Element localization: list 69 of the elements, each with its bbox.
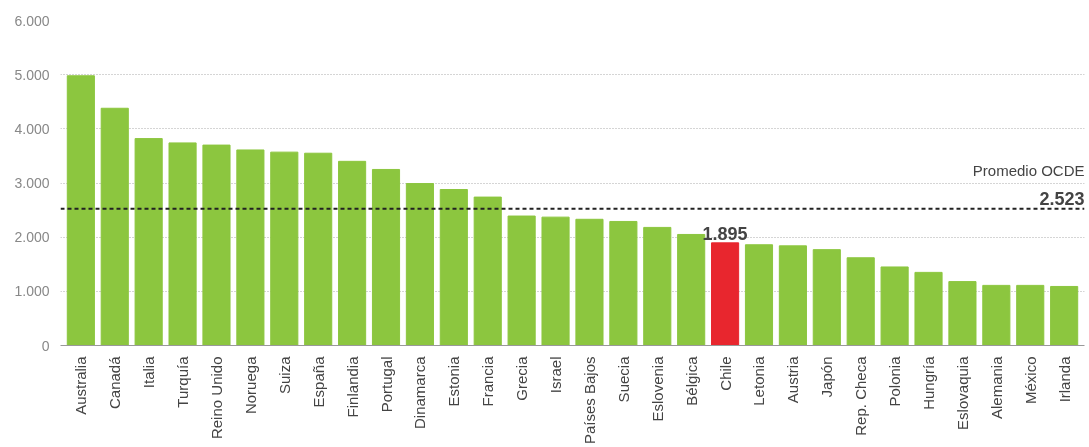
x-tick-label: Chile [716, 356, 734, 391]
bar [1016, 284, 1045, 346]
x-tick-label: España [309, 355, 327, 408]
bar [473, 196, 502, 346]
bar [575, 218, 604, 346]
bar [778, 245, 807, 346]
ref-line-label: Promedio OCDE [972, 161, 1085, 179]
x-tick-label: Dinamarca [411, 355, 429, 430]
bar [711, 242, 740, 346]
x-tick-label: Finlandia [343, 355, 361, 418]
bar [338, 160, 367, 346]
x-tick-label: México [1021, 356, 1039, 405]
x-tick-label: Hungría [920, 355, 938, 410]
x-tick-label: Turquía [174, 355, 192, 408]
bar [541, 216, 570, 346]
bar [405, 183, 434, 346]
x-tick-label: Austria [784, 355, 802, 404]
bar [371, 168, 401, 346]
bar [100, 107, 129, 346]
y-tick-label: 4.000 [14, 120, 50, 137]
x-tick-label: Suiza [275, 355, 293, 395]
x-tick-label: Polonia [886, 355, 904, 407]
y-tick-label: 1.000 [14, 283, 50, 300]
bar [304, 152, 333, 346]
x-tick-label: Irlanda [1055, 355, 1073, 403]
y-tick-label: 5.000 [14, 66, 50, 83]
y-tick-label: 6.000 [14, 12, 50, 29]
x-tick-label: Australia [72, 355, 90, 415]
x-tick-label: Japón [818, 356, 836, 398]
bar [914, 271, 943, 346]
x-tick-label: Rep. Checa [852, 355, 870, 436]
x-tick-label: Grecia [513, 355, 531, 401]
x-tick-label: Eslovenia [648, 355, 666, 422]
x-tick-label: Francia [479, 355, 497, 407]
bar [270, 151, 299, 346]
x-tick-label: Noruega [241, 355, 259, 415]
bar [609, 220, 638, 346]
data-label: 1.895 [702, 223, 748, 244]
annotation: 2.523 [1039, 188, 1085, 209]
bar [134, 138, 163, 346]
x-tick-label: Países Bajos [580, 356, 598, 445]
bar [66, 75, 95, 346]
x-tick-label: Portugal [377, 356, 395, 413]
x-tick-label: Italia [140, 355, 158, 389]
bar [948, 281, 977, 346]
bar [880, 266, 909, 346]
x-tick-label: Suecia [614, 355, 632, 403]
x-tick-label: Letonia [750, 355, 768, 406]
x-tick-label: Alemania [987, 355, 1005, 420]
bar [202, 144, 231, 346]
x-tick-label: Reino Unido [207, 356, 225, 440]
x-tick-label: Estonia [445, 355, 463, 407]
bar [812, 249, 841, 346]
y-tick-label: 0 [41, 337, 50, 354]
bar [507, 215, 536, 346]
y-tick-label: 3.000 [14, 175, 50, 191]
x-tick-label: Eslovaquia [953, 355, 971, 430]
bar [744, 244, 774, 346]
bar [168, 142, 197, 346]
bar [439, 189, 468, 346]
bar [236, 149, 265, 346]
y-tick-label: 2.000 [14, 229, 50, 246]
x-tick-label: Israel [547, 356, 565, 394]
x-tick-label: Canadá [106, 355, 124, 410]
x-tick-label: Bélgica [682, 355, 700, 406]
bar [846, 257, 875, 346]
bar [982, 284, 1011, 346]
bar [643, 226, 672, 346]
bar [1050, 285, 1079, 346]
